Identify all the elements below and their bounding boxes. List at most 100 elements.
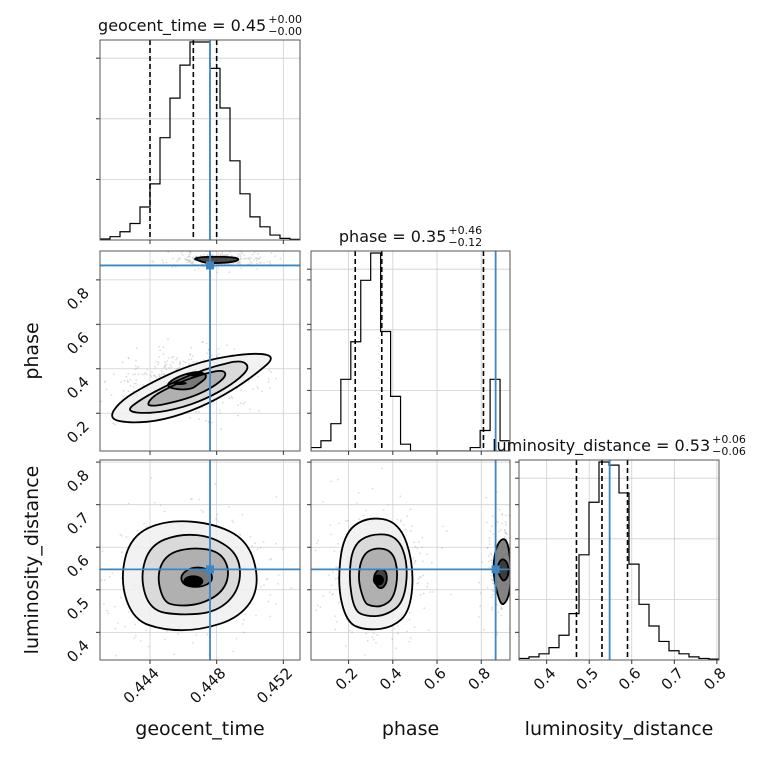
sample-point xyxy=(490,574,493,577)
x-tick-label: 0.5 xyxy=(572,664,602,694)
sample-point xyxy=(419,552,422,555)
y-tick-label: 0.6 xyxy=(63,328,93,358)
sample-point xyxy=(190,262,193,265)
sample-point xyxy=(492,590,495,593)
sample-point xyxy=(221,252,224,255)
panel-title-phase: phase = 0.35 +0.46−0.12 xyxy=(339,224,482,249)
sample-point xyxy=(137,365,140,368)
sample-point xyxy=(268,369,271,372)
sample-point xyxy=(393,627,396,630)
sample-point xyxy=(500,606,503,609)
sample-point xyxy=(143,373,146,376)
title-text: phase = 0.35 xyxy=(339,227,446,246)
sample-point xyxy=(155,375,157,378)
sample-point xyxy=(248,258,251,261)
panel-frame xyxy=(310,250,511,452)
sample-point xyxy=(242,403,245,405)
sample-point xyxy=(330,533,332,536)
sample-point xyxy=(511,607,513,609)
sample-point xyxy=(186,259,189,261)
sample-point xyxy=(487,546,489,549)
sample-point xyxy=(513,549,515,551)
sample-point xyxy=(126,379,129,382)
sample-point xyxy=(191,261,194,263)
sample-point xyxy=(252,388,255,390)
sample-point xyxy=(333,550,336,553)
sample-point xyxy=(263,584,265,587)
sample-point xyxy=(492,582,495,585)
sample-point xyxy=(306,548,308,550)
sample-point xyxy=(314,549,317,552)
sample-point xyxy=(329,524,332,526)
sample-point xyxy=(431,561,433,564)
sample-point xyxy=(164,364,167,367)
sample-point xyxy=(505,532,508,535)
sample-point xyxy=(416,547,419,549)
sample-point xyxy=(232,262,235,265)
sample-point xyxy=(220,428,223,430)
contour-line xyxy=(121,520,258,632)
sample-point xyxy=(232,521,235,524)
sample-point xyxy=(243,257,246,260)
joint-panel-phase-luminosity_distance xyxy=(306,460,523,660)
sample-point xyxy=(114,423,116,426)
sample-point xyxy=(521,565,523,567)
sample-point xyxy=(240,251,243,254)
sample-point xyxy=(308,565,310,567)
sample-point xyxy=(228,397,231,400)
sample-point xyxy=(330,584,333,587)
sample-point xyxy=(190,498,192,500)
sample-point xyxy=(207,349,210,351)
sample-point xyxy=(173,653,176,656)
sample-point xyxy=(136,367,138,370)
sample-point xyxy=(135,359,137,362)
sample-point xyxy=(90,411,92,413)
sample-point xyxy=(104,380,107,382)
sample-point xyxy=(413,541,416,544)
sample-point xyxy=(336,621,338,623)
y-axis-label-luminosity_distance: luminosity_distance xyxy=(21,466,43,655)
sample-point xyxy=(178,366,181,369)
sample-point xyxy=(243,254,246,257)
contour-line xyxy=(496,558,510,582)
sample-point xyxy=(358,518,360,521)
sample-point xyxy=(103,602,105,605)
sample-point xyxy=(268,378,270,380)
sample-point xyxy=(123,379,126,382)
sample-point xyxy=(188,260,190,263)
sample-point xyxy=(255,259,258,262)
sample-point xyxy=(334,628,337,631)
sample-point xyxy=(217,252,220,255)
sample-point xyxy=(417,581,420,584)
sample-point xyxy=(511,557,513,559)
sample-point xyxy=(504,521,507,523)
sample-point xyxy=(160,373,163,376)
sample-point xyxy=(513,572,515,574)
sample-point xyxy=(261,390,263,392)
x-tick-label: 0.6 xyxy=(615,664,645,694)
sample-point xyxy=(190,358,193,360)
sample-point xyxy=(406,630,408,633)
sample-point xyxy=(497,611,500,614)
sample-point xyxy=(120,596,122,599)
sample-point xyxy=(251,544,254,547)
sample-point xyxy=(247,257,249,260)
sample-point xyxy=(413,562,416,565)
sample-point xyxy=(125,375,128,378)
sample-point xyxy=(269,615,272,618)
sample-point xyxy=(159,349,162,352)
sample-point xyxy=(316,542,318,545)
panel-frame xyxy=(99,459,301,661)
sample-point xyxy=(397,632,400,635)
sample-point xyxy=(265,578,268,581)
sample-point xyxy=(199,254,202,257)
sample-point xyxy=(229,251,232,253)
sample-point xyxy=(501,514,504,516)
sample-point xyxy=(163,373,166,376)
truth-marker xyxy=(491,565,500,574)
sample-point xyxy=(217,347,220,350)
sample-point xyxy=(127,372,130,375)
sample-point xyxy=(410,525,413,527)
sample-point xyxy=(168,366,171,369)
sample-point xyxy=(240,267,243,270)
